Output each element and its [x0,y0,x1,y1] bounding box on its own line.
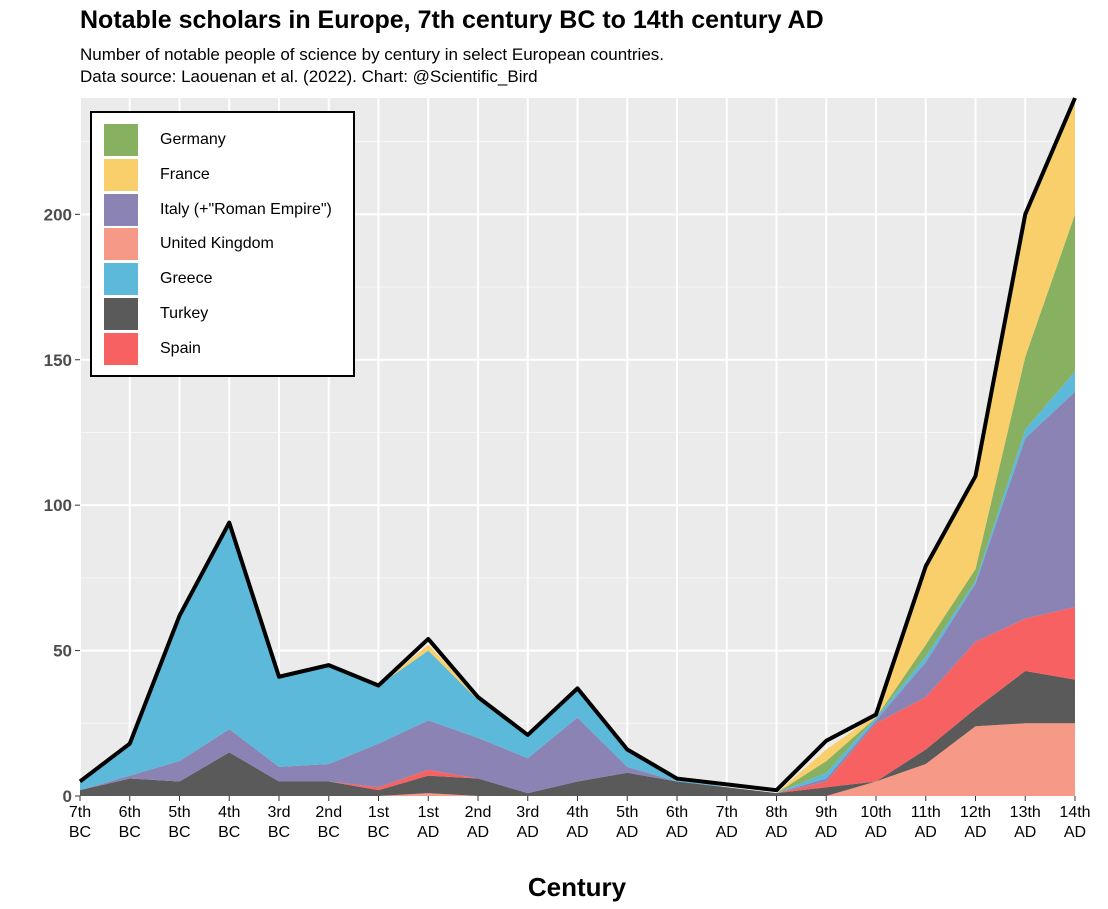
x-tick-label: 10th [860,804,891,821]
x-tick-label: 2nd [315,804,342,821]
x-tick-label: 7th [69,804,91,821]
legend-label-germany: Germany [160,131,226,148]
x-tick-label-era: AD [467,824,489,841]
x-tick-label-era: AD [865,824,887,841]
x-tick-label: 7th [716,804,738,821]
x-tick-label: 4th [566,804,588,821]
x-tick-label-era: AD [616,824,638,841]
x-tick-label-era: AD [417,824,439,841]
x-tick-label: 8th [765,804,787,821]
area-series-greece [80,371,1075,794]
chart-source-note: Data source: Laouenan et al. (2022). Cha… [80,67,538,86]
legend-item-greece: Greece [104,263,212,295]
area-series-united-kingdom [80,723,1075,796]
x-tick-label-era: AD [566,824,588,841]
legend-key-spain [104,333,138,365]
x-tick-label-era: BC [318,824,340,841]
x-tick-label: 5th [616,804,638,821]
x-tick-label-era: AD [666,824,688,841]
legend: Germany France Italy (+"Roman Empire") U… [90,111,355,377]
legend-label-spain: Spain [160,340,201,357]
x-tick-label: 11th [911,804,941,821]
x-tick-label-era: BC [168,824,190,841]
total-line [78,97,1077,793]
x-tick-label-era: BC [367,824,389,841]
x-tick-label-era: BC [218,824,240,841]
x-tick-label-era: BC [268,824,290,841]
legend-key-france [104,159,138,191]
legend-key-greece [104,263,138,295]
x-tick-label: 9th [815,804,837,821]
x-tick-label-era: AD [517,824,539,841]
x-tick-label: 6th [119,804,141,821]
x-tick-label-era: AD [765,824,787,841]
legend-key-germany [104,124,138,156]
x-tick-label-era: AD [1064,824,1086,841]
chart-title: Notable scholars in Europe, 7th century … [80,6,824,34]
x-tick-label: 5th [168,804,190,821]
x-tick-label: 2nd [465,804,492,821]
legend-key-united-kingdom [104,228,138,260]
legend-item-united-kingdom: United Kingdom [104,228,274,260]
chart-subtitle: Number of notable people of science by c… [80,45,665,64]
x-tick-label: 4th [218,804,240,821]
y-tick-label: 200 [44,205,72,224]
y-tick-label: 50 [53,642,72,661]
legend-item-italy: Italy (+"Roman Empire") [104,194,332,226]
x-tick-label-era: BC [119,824,141,841]
x-axis-title: Century [527,872,627,902]
legend-key-turkey [104,298,138,330]
legend-item-spain: Spain [104,333,201,365]
x-tick-label: 1st [418,804,440,821]
x-tick-label: 12th [960,804,991,821]
x-tick-label: 14th [1059,804,1090,821]
x-tick-label: 1st [368,804,390,821]
area-series-turkey [80,670,1075,796]
x-tick-label-era: AD [815,824,837,841]
legend-label-italy: Italy (+"Roman Empire") [160,201,332,218]
x-tick-label: 13th [1010,804,1041,821]
x-tick-label: 6th [666,804,688,821]
legend-label-turkey: Turkey [160,305,209,322]
x-tick-label-era: BC [69,824,91,841]
x-tick-label: 3rd [516,804,539,821]
legend-label-france: France [160,166,210,183]
x-tick-label-era: AD [964,824,986,841]
legend-label-greece: Greece [160,270,213,287]
x-tick-label: 3rd [267,804,290,821]
legend-item-germany: Germany [104,124,226,156]
x-tick-label-era: AD [1014,824,1036,841]
y-tick-label: 150 [44,351,72,370]
legend-key-italy [104,194,138,226]
legend-item-france: France [104,159,210,191]
y-tick-label: 0 [63,787,72,806]
x-tick-label-era: AD [915,824,937,841]
legend-item-turkey: Turkey [104,298,208,330]
y-tick-label: 100 [44,496,72,515]
legend-label-united-kingdom: United Kingdom [160,235,274,252]
x-tick-label-era: AD [716,824,738,841]
